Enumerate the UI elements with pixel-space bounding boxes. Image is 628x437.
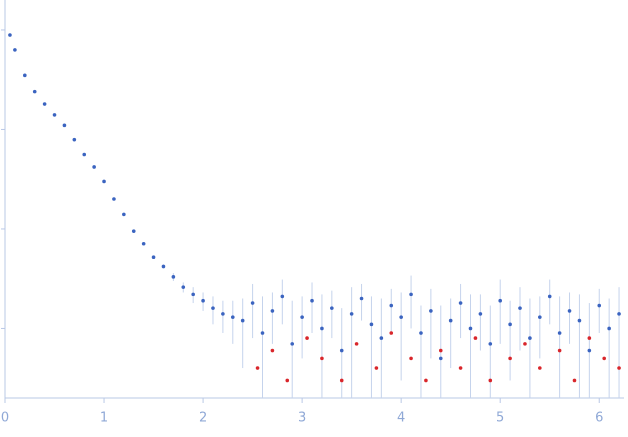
data-point: [587, 336, 592, 340]
data-point: [518, 306, 522, 310]
data-point: [369, 322, 374, 327]
data-point: [330, 306, 334, 310]
data-point: [270, 348, 275, 353]
data-point: [13, 48, 17, 52]
data-point: [171, 275, 176, 279]
data-point: [122, 212, 126, 217]
data-point: [379, 336, 384, 340]
data-point: [538, 315, 542, 319]
data-point: [557, 348, 562, 353]
data-point: [528, 336, 532, 340]
data-point: [339, 348, 344, 353]
data-point: [389, 331, 394, 335]
data-point: [52, 113, 57, 117]
data-point: [82, 152, 87, 157]
x-tick-label: 5: [496, 411, 504, 426]
data-point: [260, 331, 265, 335]
data-point: [191, 292, 195, 297]
data-point: [354, 342, 359, 346]
x-tick-label: 1: [100, 411, 108, 426]
data-point: [112, 197, 116, 201]
data-point: [488, 378, 493, 383]
data-point: [572, 378, 577, 383]
data-point: [508, 322, 512, 327]
data-point: [597, 303, 602, 308]
data-point: [419, 331, 423, 335]
data-point: [300, 315, 304, 319]
data-point: [538, 366, 542, 370]
data-point: [523, 342, 527, 346]
data-point: [349, 312, 354, 316]
data-point: [320, 326, 324, 331]
data-point: [270, 309, 275, 313]
data-point: [255, 366, 260, 370]
data-point: [131, 229, 136, 233]
data-point: [468, 326, 473, 331]
data-point: [617, 312, 621, 316]
data-point: [448, 318, 453, 323]
data-point: [310, 298, 314, 303]
data-point: [221, 312, 225, 316]
data-point: [508, 356, 512, 361]
data-point: [250, 301, 255, 305]
data-point: [72, 137, 77, 142]
data-point: [290, 342, 295, 346]
data-point: [607, 326, 611, 331]
data-point: [458, 301, 463, 305]
data-point: [557, 331, 562, 335]
data-point: [211, 306, 215, 310]
data-point: [8, 33, 12, 37]
data-point: [617, 366, 621, 370]
x-tick-label: 0: [1, 411, 9, 426]
data-point: [547, 294, 552, 299]
data-point: [567, 309, 572, 313]
data-point: [577, 318, 582, 323]
data-point: [151, 255, 156, 260]
x-tick-label: 4: [397, 411, 405, 426]
data-point: [280, 294, 285, 299]
data-point: [141, 241, 146, 246]
data-point: [438, 356, 443, 361]
data-point: [32, 89, 37, 94]
data-point: [42, 102, 47, 106]
data-point: [438, 348, 443, 353]
data-point: [409, 292, 413, 297]
data-point: [478, 312, 483, 316]
data-point: [62, 123, 67, 128]
data-point: [161, 264, 166, 269]
x-tick-label: 6: [595, 411, 603, 426]
data-point: [399, 315, 403, 319]
x-tick-label: 3: [298, 411, 306, 426]
data-point: [389, 303, 394, 308]
data-point: [240, 318, 245, 323]
data-point: [458, 366, 463, 370]
x-tick-label: 2: [199, 411, 207, 426]
data-point: [320, 356, 324, 361]
data-point: [409, 356, 413, 361]
data-point: [498, 298, 503, 303]
data-point: [602, 356, 606, 361]
data-point: [424, 378, 428, 383]
data-point: [23, 73, 27, 78]
data-point: [473, 336, 478, 340]
data-point: [359, 296, 364, 301]
data-point: [285, 378, 290, 383]
data-point: [201, 298, 205, 303]
data-point: [230, 315, 235, 319]
data-point: [587, 348, 592, 353]
data-point: [181, 285, 186, 289]
data-point: [339, 378, 344, 383]
data-point: [92, 165, 96, 169]
data-point: [374, 366, 379, 370]
data-point: [102, 179, 106, 184]
data-point: [429, 309, 433, 313]
data-point: [305, 336, 309, 340]
data-point: [488, 342, 493, 346]
